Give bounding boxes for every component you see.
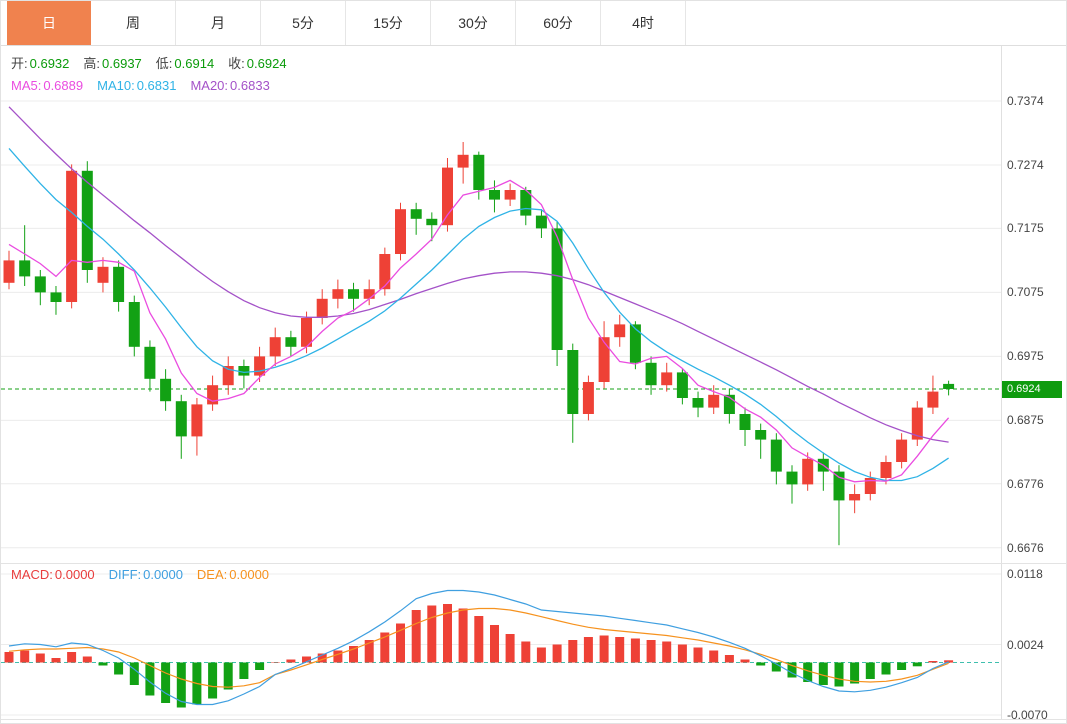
timeframe-tab-bar: 日周月 5分 15分 30分 60分 4时 (1, 1, 1066, 46)
tab-60min[interactable]: 60分 (516, 1, 601, 45)
macd-chart[interactable] (1, 563, 1001, 719)
tab-30min[interactable]: 30分 (431, 1, 516, 45)
price-axis-tick: 0.6975 (1007, 349, 1044, 363)
macd-macd: MACD: 0.0000 (11, 567, 95, 582)
price-axis-tick: 0.7374 (1007, 94, 1044, 108)
tab-week[interactable]: 周 (91, 1, 176, 45)
ohlc-readout: 开: 0.6932 高: 0.6937 低: 0.6914 收: 0.6924 (11, 53, 301, 72)
macd-diff: DIFF: 0.0000 (108, 567, 183, 582)
tab-day[interactable]: 日 (7, 1, 91, 45)
macd-axis-tick: 0.0024 (1007, 638, 1044, 652)
ohlc-high: 高: 0.6937 (83, 56, 142, 71)
panel-divider (1, 563, 1066, 564)
tab-5min[interactable]: 5分 (261, 1, 346, 45)
ohlc-low: 低: 0.6914 (155, 56, 215, 71)
bottom-divider (1, 719, 1066, 720)
price-axis: 0.7374 0.7274 0.7175 0.7075 0.6975 0.6875 0.67… (1003, 1, 1066, 723)
tab-month[interactable]: 月 (176, 1, 261, 45)
last-price-tag: 0.6924 (1002, 381, 1062, 398)
macd-readout: MACD: 0.0000 DIFF: 0.0000 DEA: 0.0000 (11, 567, 283, 582)
macd-dea: DEA: 0.0000 (196, 567, 270, 582)
price-axis-tick: 0.7075 (1007, 285, 1044, 299)
macd-axis-tick: -0.0070 (1007, 708, 1048, 722)
price-axis-tick: 0.7175 (1007, 221, 1044, 235)
ma-ma10: MA10: 0.6831 (97, 78, 177, 93)
ma-ma20: MA20: 0.6833 (190, 78, 270, 93)
macd-axis-tick: 0.0118 (1007, 567, 1043, 581)
tab-15min[interactable]: 15分 (346, 1, 431, 45)
tab-4hour[interactable]: 4时 (601, 1, 686, 45)
price-axis-tick: 0.6676 (1007, 541, 1044, 555)
price-axis-tick: 0.7274 (1007, 158, 1044, 172)
ohlc-close: 收: 0.6924 (228, 56, 287, 71)
ma-readout: MA5: 0.6889 MA10: 0.6831 MA20: 0.6833 (11, 78, 284, 93)
price-chart[interactable] (1, 46, 1001, 563)
price-axis-tick: 0.6776 (1007, 477, 1044, 491)
axis-divider (1001, 46, 1002, 719)
ma-ma5: MA5: 0.6889 (11, 78, 84, 93)
price-axis-tick: 0.6875 (1007, 413, 1044, 427)
ohlc-open: 开: 0.6932 (11, 56, 70, 71)
